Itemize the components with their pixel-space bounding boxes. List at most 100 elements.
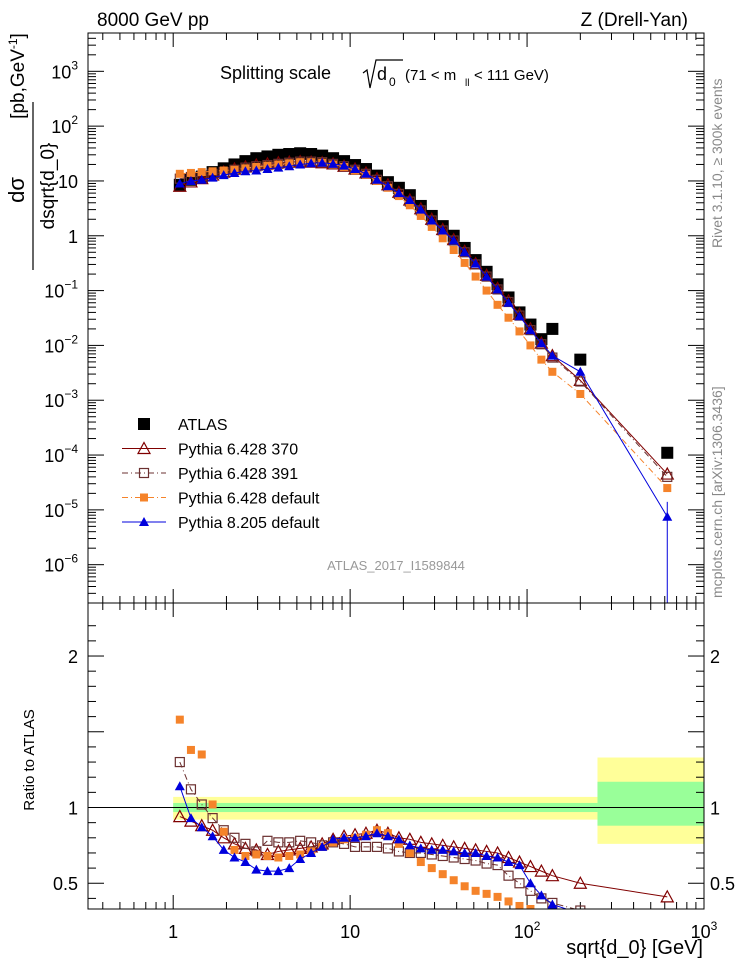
ratio-point-pdef-3 — [208, 800, 217, 809]
ratio-line-p391 — [179, 761, 577, 909]
point-p8-32 — [525, 325, 536, 335]
ratio-point-p8-12 — [306, 847, 317, 857]
ratio-point-p8-2 — [196, 822, 207, 832]
main-plot: 10−6 10−5 10−4 10−3 10−2 10−1 1 10 102 103 — [44, 32, 705, 604]
point-pdef-21 — [405, 201, 414, 210]
legend-label: Pythia 6.428 default — [178, 491, 320, 508]
point-pdef-23 — [427, 222, 436, 231]
ratio-point-p8-6 — [240, 857, 251, 867]
y-tick-label: 103 — [51, 58, 78, 82]
ratio-point-p8-10 — [284, 863, 295, 873]
legend-marker — [139, 517, 149, 526]
point-atlas-34 — [546, 322, 559, 335]
point-p8-14 — [328, 158, 339, 168]
point-p8-15 — [339, 160, 350, 170]
point-p8-27 — [470, 258, 481, 268]
ratio-point-p8-1 — [185, 813, 196, 823]
y-tick-label: 10−5 — [44, 497, 78, 521]
plot-title-prefix: Splitting scale — [220, 63, 331, 83]
ratio-point-p8-34 — [547, 899, 558, 909]
ratio-point-pdef-8 — [263, 851, 272, 860]
point-pdef-1 — [186, 168, 195, 177]
ratio-point-p8-22 — [415, 843, 426, 853]
point-atlas-35 — [574, 353, 587, 366]
point-p8-33 — [536, 338, 547, 348]
legend-marker — [138, 467, 150, 479]
point-pdef-27 — [471, 272, 480, 281]
analysis-id: ATLAS_2017_I1589844 — [327, 558, 465, 573]
point-pdef-31 — [515, 327, 524, 336]
legend-item-p370: Pythia 6.428 370 — [122, 441, 298, 459]
point-pdef-22 — [416, 211, 425, 220]
point-pdef-0 — [175, 169, 184, 178]
main-y-axis-title: dσ dsqrt{d_0} [pb,GeV-1] — [4, 33, 59, 270]
point-pdef-24 — [438, 234, 447, 243]
point-atlas-8 — [261, 150, 274, 163]
ratio-point-p8-33 — [536, 890, 547, 900]
point-p8-28 — [481, 271, 492, 281]
point-atlas-36 — [661, 446, 674, 459]
y-tick-label: 10−3 — [44, 387, 78, 411]
plot-title-range: (71 < m — [405, 67, 456, 84]
legend-item-pdef: Pythia 6.428 default — [122, 491, 320, 508]
point-p8-24 — [437, 225, 448, 235]
point-p391-36 — [662, 471, 673, 482]
point-p8-10 — [284, 161, 295, 171]
ratio-point-p391-3 — [207, 813, 218, 824]
ratio-point-p391-31 — [514, 878, 525, 889]
point-p8-29 — [492, 284, 503, 294]
y-tick-label: 1 — [68, 227, 78, 247]
x-tick-label: 102 — [514, 919, 541, 942]
point-p8-6 — [240, 166, 251, 176]
ratio-point-p8-28 — [481, 850, 492, 860]
ratio-point-p370-35 — [573, 875, 588, 889]
legend-marker — [138, 418, 150, 430]
point-p370-33 — [534, 335, 549, 349]
ratio-point-pdef-7 — [252, 850, 261, 859]
ratio-point-pdef-31 — [515, 901, 524, 909]
y-tick-label: 102 — [51, 113, 78, 137]
ratio-point-pdef-25 — [449, 876, 458, 885]
ratio-point-pdef-0 — [175, 715, 184, 724]
point-p391-35 — [575, 376, 586, 387]
ratio-point-pdef-26 — [460, 882, 469, 891]
ylabel-dsigma: dσ — [4, 177, 29, 203]
y-tick-label: 10 — [58, 172, 78, 192]
ratio-point-p8-31 — [514, 860, 525, 870]
legend-marker — [140, 493, 148, 502]
point-p8-9 — [273, 162, 284, 172]
point-p8-19 — [382, 181, 393, 191]
point-p8-5 — [229, 167, 240, 177]
x-axis-title: sqrt{d_0} [GeV] — [566, 937, 703, 959]
point-pdef-25 — [449, 246, 458, 255]
y-tick-label: 10−4 — [44, 442, 78, 466]
ratio-point-pdef-28 — [482, 889, 491, 898]
legend: ATLAS Pythia 6.428 370 Pythia 6.428 391 Pyt… — [122, 417, 320, 532]
legend-label: Pythia 6.428 391 — [178, 466, 298, 483]
ratio-point-p8-8 — [262, 866, 273, 876]
ratio-point-p391-17 — [360, 841, 372, 852]
point-pdef-34 — [548, 367, 557, 376]
ratio-point-p8-7 — [251, 864, 262, 874]
point-pdef-26 — [460, 258, 469, 267]
ratio-point-p391-2 — [196, 799, 207, 810]
ratio-point-p8-9 — [273, 866, 284, 876]
ratio-series-p391 — [174, 756, 586, 909]
point-p370-34 — [545, 348, 560, 362]
ratio-point-p391-11 — [295, 835, 306, 846]
ratio-point-p8-0 — [174, 781, 185, 791]
point-p8-30 — [503, 297, 514, 307]
ratio-point-pdef-1 — [186, 745, 195, 754]
legend-label: Pythia 8.205 default — [178, 515, 320, 532]
ratio-point-pdef-30 — [504, 897, 513, 906]
ratio-point-p391-19 — [382, 843, 394, 854]
x-tick-label: 1 — [168, 922, 178, 942]
ratio-point-p391-6 — [240, 838, 251, 849]
ratio-point-p8-27 — [470, 847, 481, 857]
point-p8-18 — [371, 174, 382, 184]
point-atlas-10 — [283, 148, 296, 161]
ratio-point-pdef-21 — [405, 848, 414, 857]
sqrt-sign — [362, 59, 403, 89]
ratio-point-pdef-9 — [274, 853, 283, 862]
